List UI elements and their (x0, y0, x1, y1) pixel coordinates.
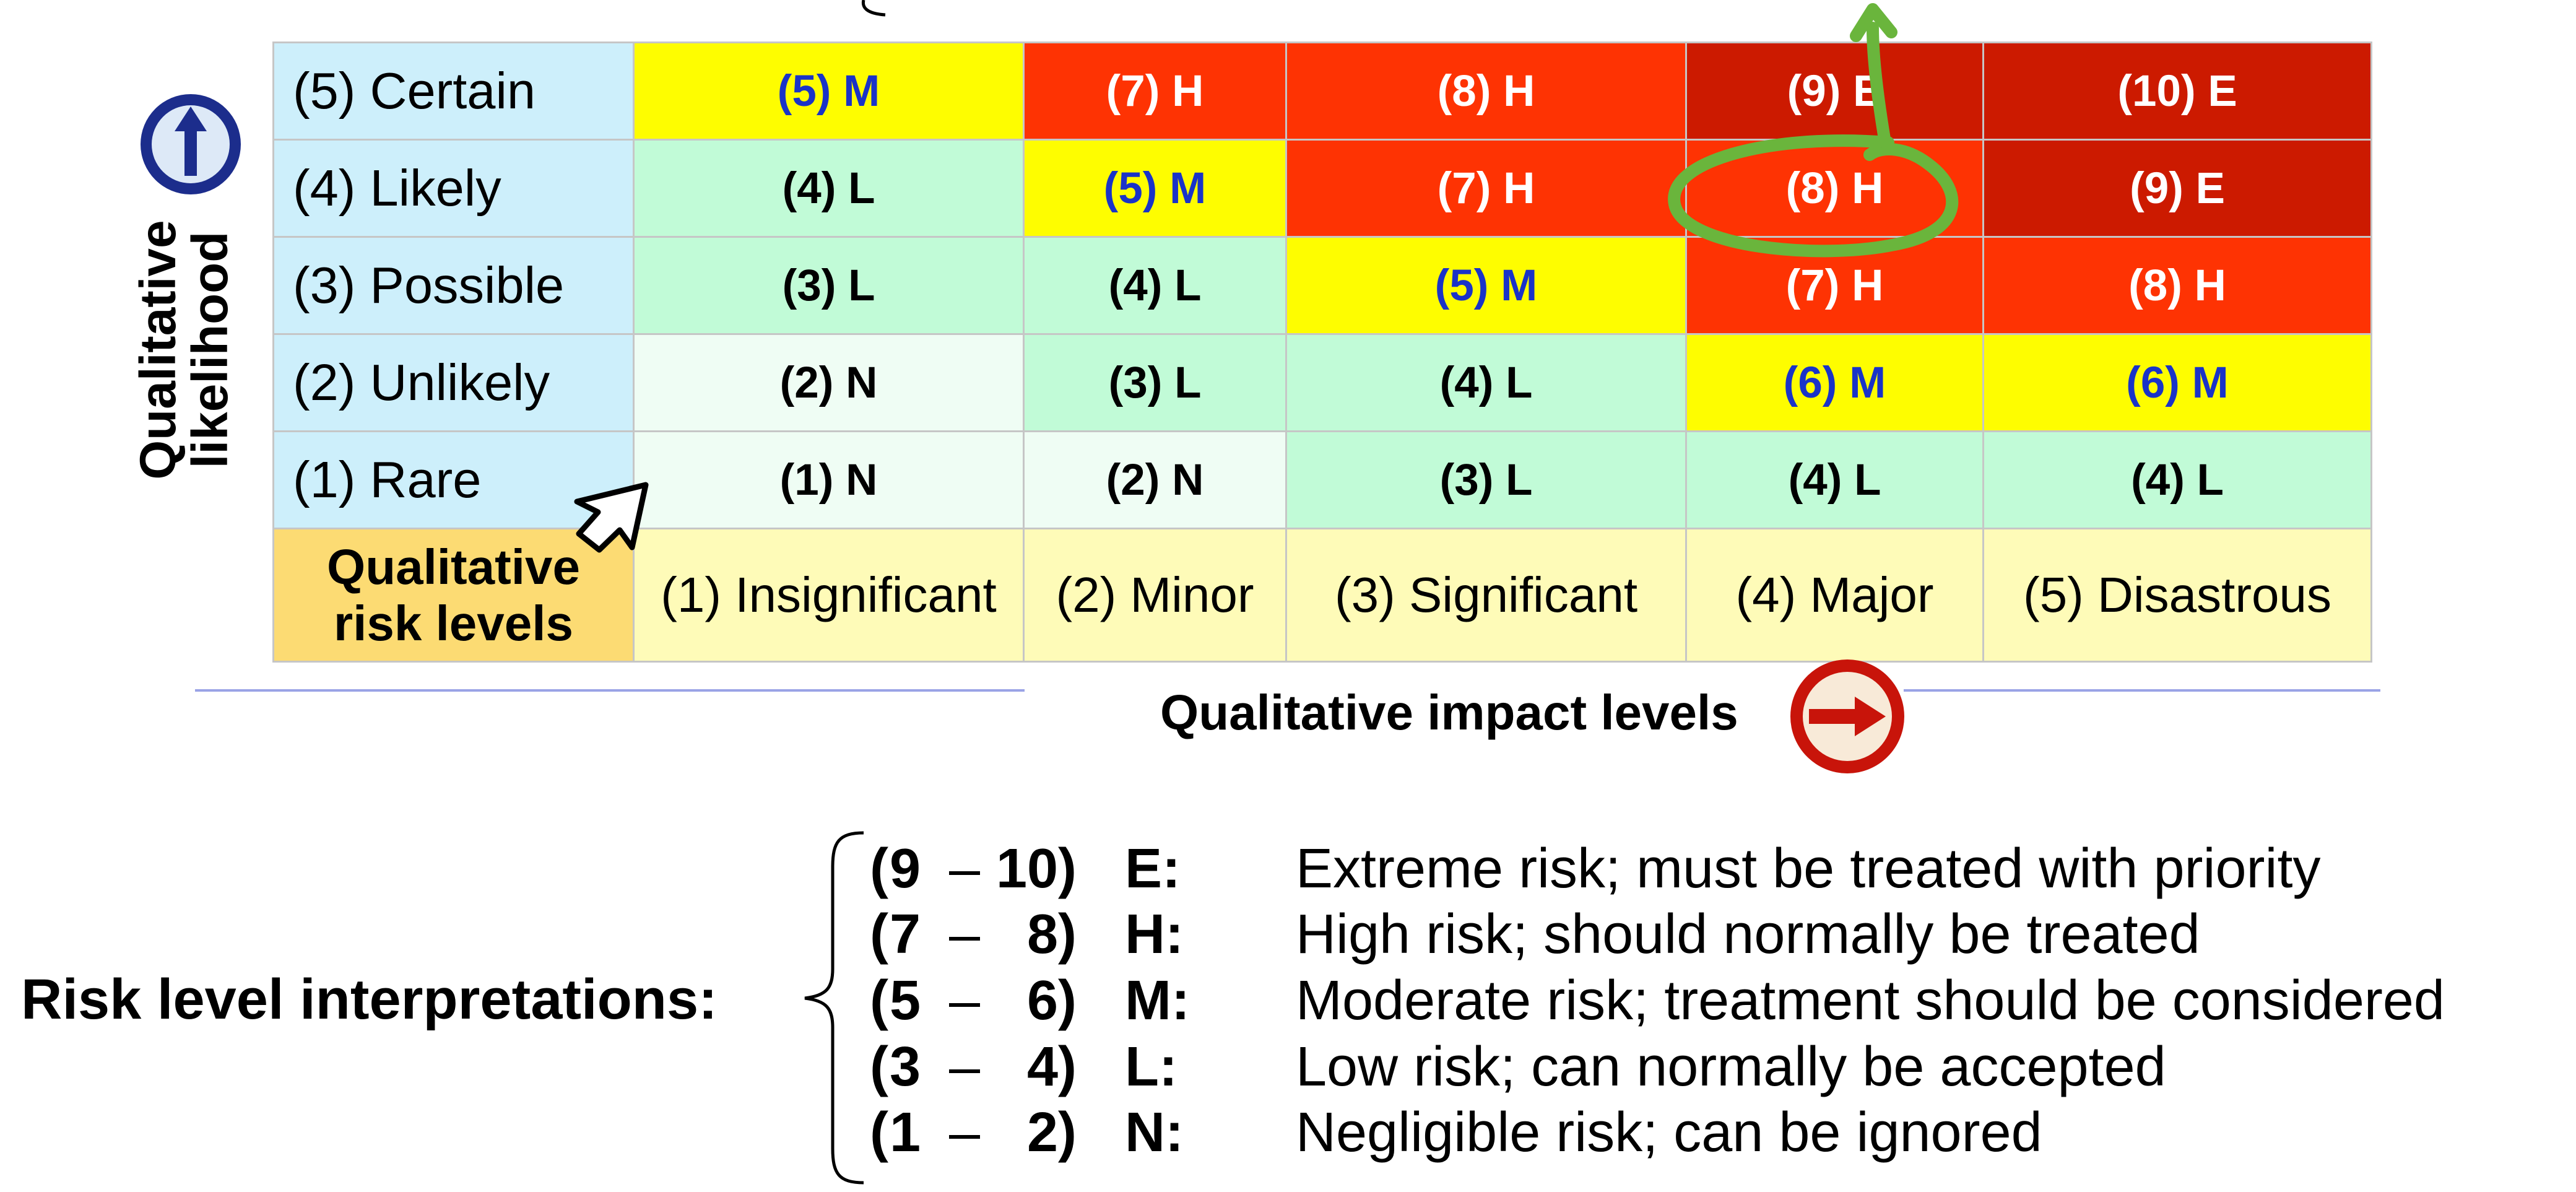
risk-cell: (8) H (1285, 41, 1687, 141)
risk-cell: (8) H (1982, 236, 2372, 335)
risk-cell: (4) L (633, 139, 1025, 238)
right-arrow-icon (1790, 659, 1904, 773)
risk-code: L: (1125, 1036, 1177, 1098)
risk-code: N: (1125, 1102, 1184, 1164)
risk-cell: (2) N (633, 333, 1025, 432)
range-low: 1 (890, 1102, 921, 1164)
impact-axis-label: Qualitative impact levels (1160, 685, 1738, 740)
likelihood-label: (5) Certain (272, 41, 635, 141)
impact-level-label: (1) Insignificant (633, 528, 1025, 663)
risk-cell: (7) H (1685, 236, 1984, 335)
likelihood-label: (3) Possible (272, 236, 635, 335)
risk-cell: (3) L (1285, 430, 1687, 529)
range-high: 6 (1027, 970, 1059, 1032)
risk-cell: (10) E (1982, 41, 2372, 141)
range-low: 5 (890, 970, 921, 1032)
risk-description: High risk; should normally be treated (1296, 903, 2200, 965)
risk-cell: (9) E (1685, 41, 1984, 141)
risk-cell: (6) M (1685, 333, 1984, 432)
risk-cell: (7) H (1023, 41, 1287, 141)
legend-row-high: ( 7 – 8 ) H: High risk; should normally … (870, 903, 2200, 965)
range-high: 10 (996, 838, 1059, 900)
risk-cell: (4) L (1285, 333, 1687, 432)
impact-level-row: Qualitative risk levels (1) Insignifican… (272, 528, 2372, 663)
likelihood-row-1: (1) Rare (1) N (2) N (3) L (4) L (4) L (272, 430, 2372, 529)
risk-cell: (1) N (633, 430, 1025, 529)
range-low: 9 (890, 838, 921, 900)
legend-row-moderate: ( 5 – 6 ) M: Moderate risk; treatment sh… (870, 970, 2445, 1032)
likelihood-row-2: (2) Unlikely (2) N (3) L (4) L (6) M (6)… (272, 333, 2372, 432)
likelihood-axis-label-line: likelihood (182, 231, 238, 469)
partial-brace-top (861, 0, 886, 17)
likelihood-label: (4) Likely (272, 139, 635, 238)
up-arrow-icon (141, 94, 241, 194)
risk-description: Negligible risk; can be ignored (1296, 1102, 2042, 1164)
risk-cell: (3) L (1023, 333, 1287, 432)
risk-cell: (3) L (633, 236, 1025, 335)
risk-code: M: (1125, 970, 1190, 1032)
range-low: 7 (890, 903, 921, 965)
impact-level-label: (5) Disastrous (1982, 528, 2372, 663)
corner-label-line: risk levels (334, 596, 573, 651)
likelihood-axis-label: Qualitative likelihood (130, 220, 238, 480)
risk-cell-highlighted: (8) H (1685, 139, 1984, 238)
likelihood-label: (1) Rare (272, 430, 635, 529)
corner-label: Qualitative risk levels (272, 528, 635, 663)
risk-matrix: (5) Certain (5) M (7) H (8) H (9) E (10)… (272, 41, 2372, 663)
range-low: 3 (890, 1036, 921, 1098)
risk-cell: (9) E (1982, 139, 2372, 238)
likelihood-axis-label-line: Qualitative (130, 220, 186, 480)
risk-cell: (4) L (1023, 236, 1287, 335)
corner-label-line: Qualitative (326, 539, 581, 594)
range-high: 4 (1027, 1036, 1059, 1098)
legend-row-low: ( 3 – 4 ) L: Low risk; can normally be a… (870, 1036, 2166, 1098)
likelihood-row-4: (4) Likely (4) L (5) M (7) H (8) H (9) E (272, 139, 2372, 238)
risk-description: Moderate risk; treatment should be consi… (1296, 970, 2445, 1032)
interpretations-title: Risk level interpretations: (21, 968, 718, 1031)
risk-cell: (6) M (1982, 333, 2372, 432)
likelihood-row-5: (5) Certain (5) M (7) H (8) H (9) E (10)… (272, 41, 2372, 141)
impact-level-label: (2) Minor (1023, 528, 1287, 663)
range-high: 2 (1027, 1102, 1059, 1164)
risk-cell: (5) M (633, 41, 1025, 141)
risk-description: Extreme risk; must be treated with prior… (1296, 838, 2321, 900)
risk-cell: (7) H (1285, 139, 1687, 238)
legend-brace (804, 831, 864, 1185)
risk-code: E: (1125, 838, 1181, 900)
risk-cell: (5) M (1285, 236, 1687, 335)
impact-level-label: (4) Major (1685, 528, 1984, 663)
legend-row-extreme: ( 9 – 10 ) E: Extreme risk; must be trea… (870, 838, 2321, 900)
risk-code: H: (1125, 903, 1184, 965)
risk-cell: (5) M (1023, 139, 1287, 238)
risk-cell: (4) L (1982, 430, 2372, 529)
range-high: 8 (1027, 903, 1059, 965)
likelihood-row-3: (3) Possible (3) L (4) L (5) M (7) H (8)… (272, 236, 2372, 335)
risk-cell: (4) L (1685, 430, 1984, 529)
impact-level-label: (3) Significant (1285, 528, 1687, 663)
likelihood-label: (2) Unlikely (272, 333, 635, 432)
risk-cell: (2) N (1023, 430, 1287, 529)
legend-row-negligible: ( 1 – 2 ) N: Negligible risk; can be ign… (870, 1102, 2042, 1164)
risk-description: Low risk; can normally be accepted (1296, 1036, 2166, 1098)
